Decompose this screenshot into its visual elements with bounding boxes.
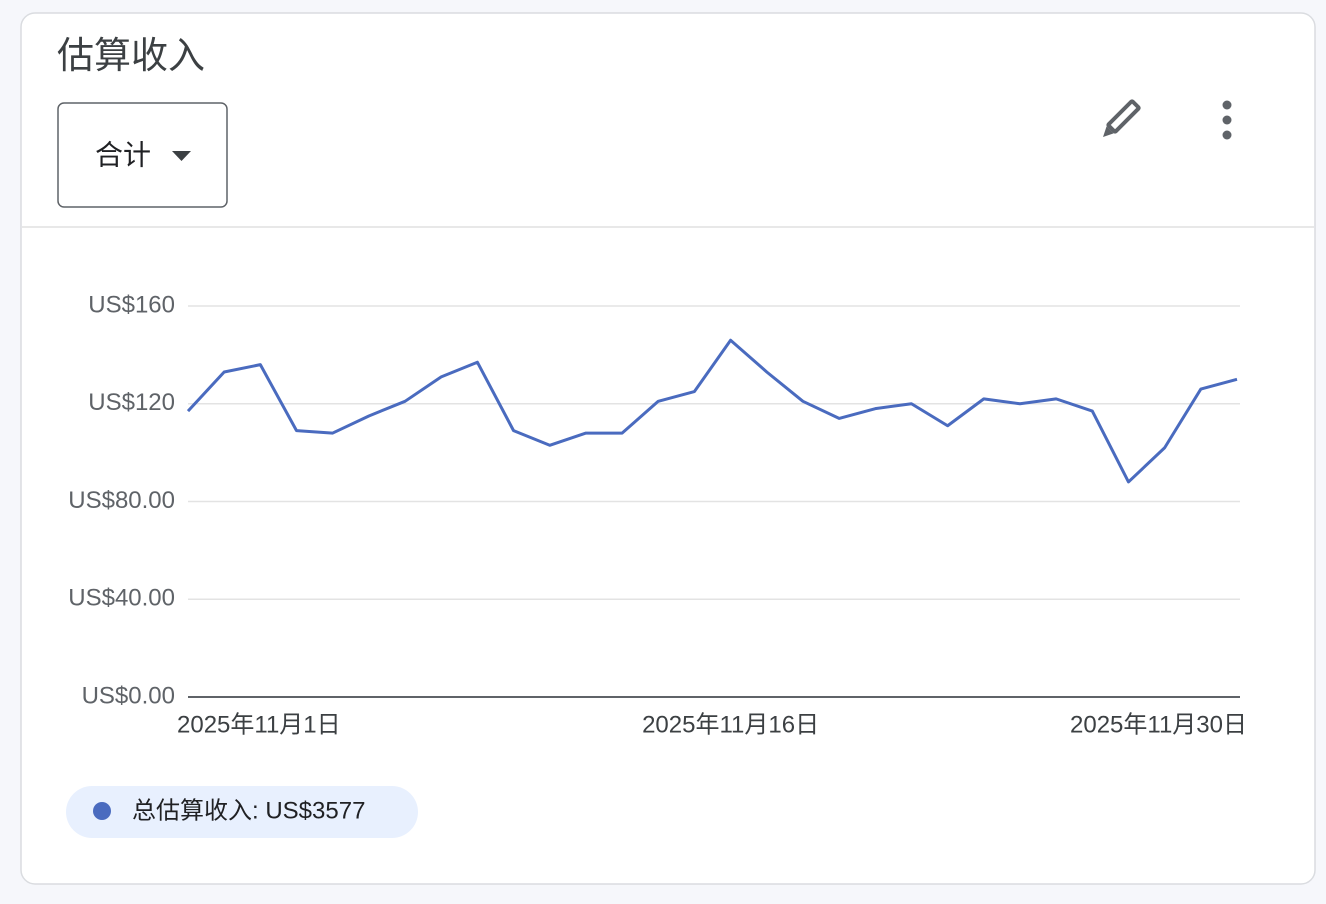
y-tick-label: US$160 bbox=[88, 291, 175, 318]
y-tick-label: US$120 bbox=[88, 389, 175, 416]
card bbox=[20, 12, 1316, 885]
series-line bbox=[186, 338, 1238, 484]
legend-marker bbox=[93, 802, 111, 820]
dropdown-arrow[interactable] bbox=[172, 151, 191, 161]
dropdown-box[interactable] bbox=[57, 102, 228, 208]
x-tick-label: 2025年11月30日 bbox=[1070, 711, 1247, 738]
y-tick-label: US$80.00 bbox=[68, 487, 175, 514]
more-menu[interactable] bbox=[1222, 100, 1232, 140]
dropdown-label[interactable]: 合计 bbox=[95, 139, 151, 170]
pencil-body[interactable] bbox=[1106, 99, 1141, 134]
menu-dot[interactable] bbox=[1222, 130, 1232, 140]
card-title: 估算收入 bbox=[57, 35, 205, 76]
x-tick-label: 2025年11月1日 bbox=[177, 711, 341, 738]
menu-dot[interactable] bbox=[1222, 100, 1232, 110]
legend-chip bbox=[66, 786, 418, 838]
dropdown[interactable]: 合计 bbox=[57, 102, 228, 208]
legend-label: 总估算收入: US$3577 bbox=[132, 797, 365, 824]
y-tick-label: US$40.00 bbox=[68, 585, 175, 612]
x-tick-label: 2025年11月16日 bbox=[642, 711, 819, 738]
menu-dot[interactable] bbox=[1222, 115, 1232, 125]
y-tick-label: US$0.00 bbox=[82, 682, 175, 709]
